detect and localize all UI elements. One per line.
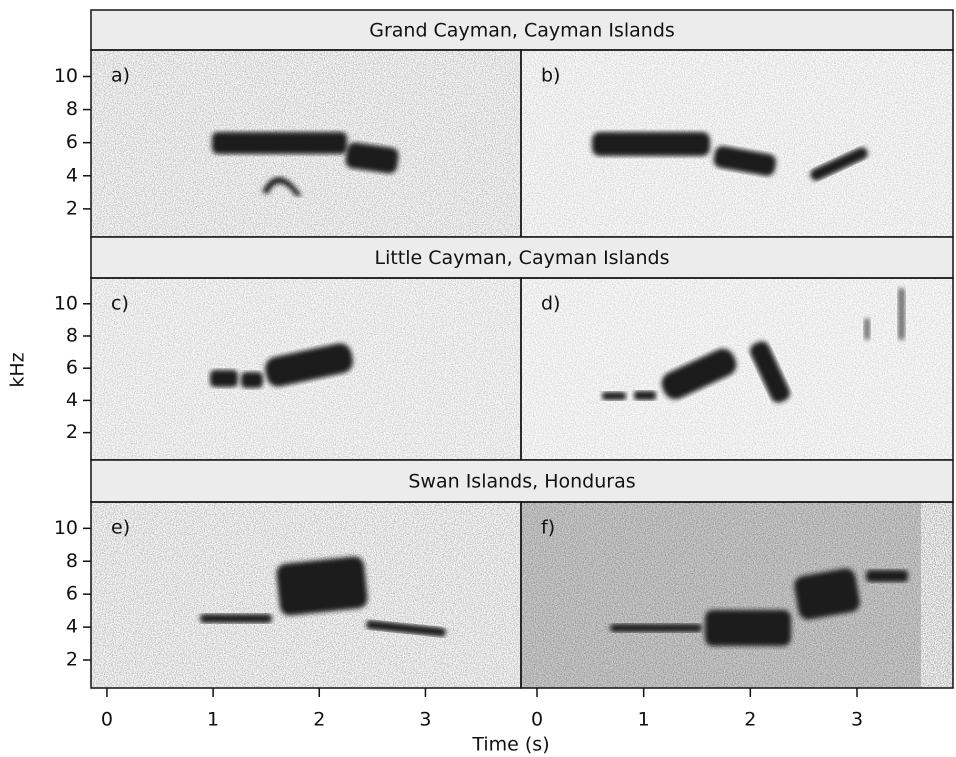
panel-background: [521, 50, 953, 237]
x-tick-label: 0: [531, 709, 543, 731]
y-axis-title: kHz: [7, 352, 29, 387]
y-tick-label: 8: [66, 550, 78, 572]
row-title: Swan Islands, Honduras: [408, 471, 635, 493]
call-feature: [866, 570, 908, 582]
x-tick-label: 1: [638, 709, 650, 731]
panel-label: a): [111, 65, 130, 87]
x-tick-label: 3: [851, 709, 863, 731]
x-tick-label: 3: [419, 709, 431, 731]
y-tick-label: 4: [66, 164, 78, 186]
call-feature: [864, 318, 870, 340]
y-tick-label: 2: [66, 421, 78, 443]
call-feature: [241, 372, 263, 388]
row-title: Grand Cayman, Cayman Islands: [369, 20, 675, 42]
y-tick-label: 4: [66, 389, 78, 411]
panel-background: [521, 502, 953, 688]
panel-label: e): [111, 517, 130, 539]
call-feature: [200, 614, 272, 623]
panel-label: f): [541, 517, 555, 539]
call-feature: [705, 610, 791, 646]
call-feature: [210, 370, 238, 387]
call-feature: [634, 391, 656, 400]
panel-label: c): [111, 293, 129, 315]
y-tick-label: 8: [66, 324, 78, 346]
panel-label: d): [541, 293, 560, 315]
x-tick-label: 2: [744, 709, 756, 731]
y-tick-label: 10: [54, 517, 78, 539]
y-tick-label: 8: [66, 98, 78, 120]
y-tick-label: 10: [54, 292, 78, 314]
panel-background: [521, 278, 953, 460]
x-axis-title: Time (s): [471, 734, 549, 756]
call-feature: [212, 132, 347, 154]
y-tick-label: 2: [66, 649, 78, 671]
x-tick-label: 2: [313, 709, 325, 731]
x-tick-label: 1: [207, 709, 219, 731]
call-feature: [602, 392, 626, 400]
page: {"chart_data": {"type": "spectrogram", "…: [0, 0, 956, 757]
row-title: Little Cayman, Cayman Islands: [374, 247, 669, 269]
y-tick-label: 2: [66, 197, 78, 219]
call-feature: [610, 624, 702, 632]
y-tick-label: 6: [66, 357, 78, 379]
x-tick-label: 0: [101, 709, 113, 731]
y-tick-label: 4: [66, 616, 78, 638]
call-feature: [276, 556, 369, 617]
call-feature: [592, 132, 710, 156]
y-tick-label: 10: [54, 65, 78, 87]
y-tick-label: 6: [66, 583, 78, 605]
call-feature: [898, 288, 905, 340]
panel-label: b): [541, 65, 560, 87]
figure: Grand Cayman, Cayman Islandsa)b)246810Li…: [0, 0, 956, 757]
y-tick-label: 6: [66, 131, 78, 153]
